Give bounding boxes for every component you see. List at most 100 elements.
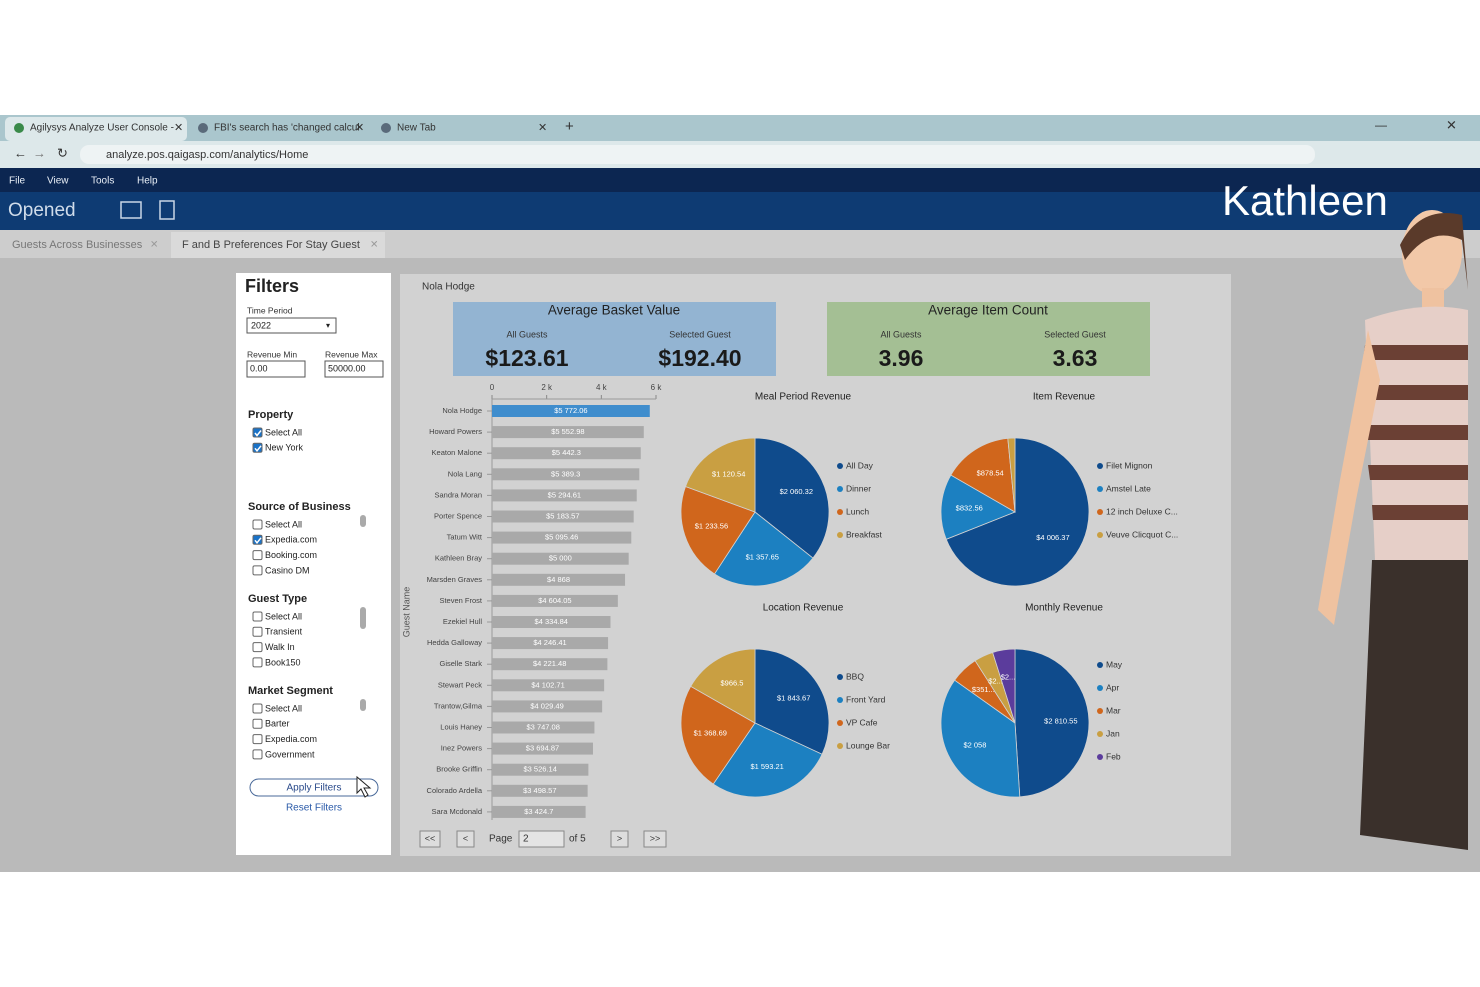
checkbox-label[interactable]: Government bbox=[265, 749, 315, 759]
pie-slice[interactable] bbox=[680, 685, 756, 785]
pie-slice[interactable] bbox=[940, 474, 1016, 540]
bar[interactable] bbox=[492, 552, 629, 565]
menu-item[interactable]: View bbox=[47, 176, 69, 187]
pie-slice[interactable] bbox=[684, 437, 756, 513]
reload-button[interactable]: ↻ bbox=[57, 145, 68, 160]
reset-filters-link[interactable]: Reset Filters bbox=[286, 803, 342, 814]
legend-label[interactable]: Veuve Clicquot C... bbox=[1106, 529, 1178, 539]
checkbox[interactable] bbox=[252, 519, 263, 530]
pager-button[interactable] bbox=[643, 830, 667, 848]
document-tab-close[interactable]: ✕ bbox=[150, 240, 158, 251]
checkbox-label[interactable]: Barter bbox=[265, 719, 290, 729]
bar[interactable] bbox=[492, 426, 644, 439]
checkbox-label[interactable]: Select All bbox=[265, 519, 302, 529]
checkbox-label[interactable]: Select All bbox=[265, 703, 302, 713]
bar[interactable] bbox=[492, 721, 595, 734]
menu-item[interactable]: Help bbox=[137, 176, 158, 187]
tab-close[interactable]: ✕ bbox=[174, 122, 183, 134]
minimize[interactable]: — bbox=[1375, 118, 1387, 132]
menu-item[interactable]: Tools bbox=[91, 176, 114, 187]
legend-label[interactable]: All Day bbox=[846, 460, 874, 470]
pie-slice[interactable] bbox=[940, 679, 1021, 798]
apply-filters-button[interactable] bbox=[249, 778, 379, 797]
bar[interactable] bbox=[492, 468, 640, 481]
pager-button-label[interactable]: > bbox=[617, 833, 622, 843]
checkbox[interactable] bbox=[252, 657, 263, 668]
legend-label[interactable]: Filet Mignon bbox=[1106, 460, 1153, 470]
bar[interactable] bbox=[492, 784, 588, 797]
bar[interactable] bbox=[492, 531, 632, 544]
bar[interactable] bbox=[492, 763, 589, 776]
active-tab[interactable] bbox=[5, 117, 187, 141]
checkbox-label[interactable]: Casino DM bbox=[265, 565, 310, 575]
pie-slice[interactable] bbox=[992, 648, 1016, 724]
legend-label[interactable]: BBQ bbox=[846, 671, 864, 681]
pie-slice[interactable] bbox=[690, 648, 756, 724]
checkbox[interactable] bbox=[252, 734, 263, 745]
checkbox-label[interactable]: Book150 bbox=[265, 657, 301, 667]
pie-slice[interactable] bbox=[754, 437, 830, 559]
forward-button[interactable]: → bbox=[33, 145, 46, 160]
tab-close[interactable]: ✕ bbox=[355, 122, 364, 134]
checkbox-label[interactable]: Walk In bbox=[265, 642, 295, 652]
checkbox-label[interactable]: Transient bbox=[265, 627, 303, 637]
pager-button[interactable] bbox=[610, 830, 629, 848]
pager-button[interactable] bbox=[456, 830, 475, 848]
pie-slice[interactable] bbox=[1007, 437, 1016, 513]
checkbox[interactable] bbox=[252, 749, 263, 760]
pie-slice[interactable] bbox=[754, 648, 830, 755]
new-file-icon[interactable] bbox=[159, 200, 175, 220]
opened-menu[interactable]: Opened bbox=[8, 200, 76, 221]
pie-slice[interactable] bbox=[712, 722, 823, 798]
revenue-input[interactable] bbox=[246, 360, 306, 378]
document-tab-close[interactable]: ✕ bbox=[370, 240, 378, 251]
checkbox[interactable] bbox=[252, 565, 263, 576]
active-document-tab[interactable] bbox=[171, 232, 385, 258]
legend-label[interactable]: Feb bbox=[1106, 751, 1121, 761]
bar[interactable] bbox=[492, 405, 650, 417]
bar[interactable] bbox=[492, 447, 641, 460]
menu-item[interactable]: File bbox=[9, 176, 26, 187]
checkbox[interactable] bbox=[252, 718, 263, 729]
revenue-input[interactable] bbox=[324, 360, 384, 378]
pager-button-label[interactable]: < bbox=[463, 833, 468, 843]
bar[interactable] bbox=[492, 742, 593, 755]
checkbox[interactable] bbox=[252, 427, 263, 438]
checkbox-label[interactable]: Expedia.com bbox=[265, 734, 317, 744]
legend-label[interactable]: VP Cafe bbox=[846, 717, 878, 727]
bar[interactable] bbox=[492, 658, 608, 671]
checkbox-label[interactable]: Booking.com bbox=[265, 550, 317, 560]
bar[interactable] bbox=[492, 573, 626, 586]
checkbox[interactable] bbox=[252, 703, 263, 714]
bar[interactable] bbox=[492, 679, 605, 692]
checkbox[interactable] bbox=[252, 534, 263, 545]
legend-label[interactable]: Lunch bbox=[846, 506, 869, 516]
browser-tab-title[interactable]: Agilysys Analyze User Console - bbox=[30, 123, 174, 134]
bar[interactable] bbox=[492, 594, 618, 607]
checkbox[interactable] bbox=[252, 550, 263, 561]
checkbox-label[interactable]: Select All bbox=[265, 427, 302, 437]
bar[interactable] bbox=[492, 700, 603, 713]
pie-slice[interactable] bbox=[1014, 648, 1090, 798]
checkbox[interactable] bbox=[252, 442, 263, 453]
new-tab-button[interactable]: + bbox=[565, 118, 574, 135]
browser-tab-title[interactable]: New Tab bbox=[397, 123, 436, 134]
pager-button-label[interactable]: >> bbox=[650, 833, 661, 843]
pager-button-label[interactable]: << bbox=[425, 833, 436, 843]
legend-label[interactable]: Breakfast bbox=[846, 529, 883, 539]
apply-filters-label[interactable]: Apply Filters bbox=[286, 783, 341, 794]
checkbox-label[interactable]: New York bbox=[265, 443, 304, 453]
browser-tab-title[interactable]: FBI's search has 'changed calcul bbox=[214, 123, 360, 134]
bar[interactable] bbox=[492, 616, 611, 628]
legend-label[interactable]: 12 inch Deluxe C... bbox=[1106, 506, 1178, 516]
checkbox[interactable] bbox=[252, 626, 263, 637]
checkbox-label[interactable]: Select All bbox=[265, 611, 302, 621]
legend-label[interactable]: Apr bbox=[1106, 682, 1119, 692]
checkbox[interactable] bbox=[252, 611, 263, 622]
bar[interactable] bbox=[492, 637, 609, 650]
page-input[interactable] bbox=[518, 830, 565, 848]
tab-close[interactable]: ✕ bbox=[538, 122, 547, 134]
pie-slice[interactable] bbox=[945, 437, 1090, 587]
document-tab-title[interactable]: F and B Preferences For Stay Guest bbox=[182, 239, 360, 251]
legend-label[interactable]: Mar bbox=[1106, 705, 1121, 715]
